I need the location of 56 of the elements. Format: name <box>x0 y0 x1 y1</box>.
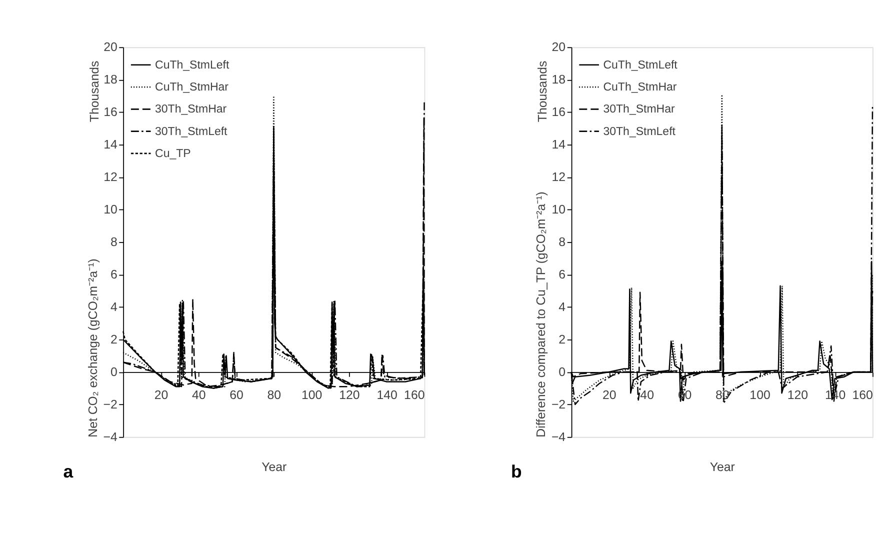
y-tick-label: 2 <box>558 332 566 346</box>
y-tick-label: 12 <box>552 170 566 184</box>
x-tick-label: 40 <box>640 388 654 402</box>
x-tick-label: 20 <box>602 388 616 402</box>
legend-label: Cu_TP <box>155 148 192 160</box>
legend-label: 30Th_StmLeft <box>155 126 228 138</box>
y-tick-label: 4 <box>110 300 118 314</box>
y-tick-label: 14 <box>552 138 566 152</box>
y-tick-label: −4 <box>551 430 566 444</box>
y-axis-title: Difference compared to Cu_TP (gCO₂m⁻²a⁻¹) <box>534 192 548 438</box>
text: Thousands <box>536 60 550 122</box>
x-tick-label: 40 <box>192 388 206 402</box>
x-tick-label: 120 <box>787 388 808 402</box>
y-tick-label: 16 <box>552 105 566 120</box>
x-tick-label: 100 <box>301 388 322 402</box>
y-tick-label: 20 <box>104 40 118 54</box>
legend-label: 30Th_StmLeft <box>603 126 676 138</box>
y-tick-label: 6 <box>558 268 566 282</box>
y-tick-label: 8 <box>558 235 566 250</box>
y-tick-label: 2 <box>110 332 118 346</box>
x-tick-label: 20 <box>154 388 168 402</box>
x-tick-label: 140 <box>376 388 398 402</box>
x-tick-label: 80 <box>267 388 282 402</box>
y-tick-label: 4 <box>558 300 566 314</box>
y-tick-label: 10 <box>552 202 566 217</box>
y-tick-label: 8 <box>110 235 118 250</box>
text: b <box>511 462 522 482</box>
y-tick-label: 18 <box>104 72 118 87</box>
legend-label: CuTh_StmLeft <box>603 59 678 72</box>
x-tick-label: 160 <box>404 388 425 402</box>
y-tick-label: 6 <box>110 268 118 282</box>
x-axis-title: Year <box>710 460 735 474</box>
x-tick-label: 60 <box>230 388 244 402</box>
legend-label: CuTh_StmHar <box>155 82 229 94</box>
x-tick-label: 160 <box>852 388 874 402</box>
y-tick-label: 16 <box>104 105 118 120</box>
legend-label: 30Th_StmHar <box>155 104 227 116</box>
legend-label: CuTh_StmLeft <box>155 59 230 72</box>
legend-label: 30Th_StmHar <box>603 104 675 116</box>
y-tick-label: −2 <box>551 397 566 412</box>
y-tick-label: 0 <box>558 364 566 379</box>
y-tick-label: 14 <box>104 138 118 152</box>
y-tick-label: −4 <box>103 430 118 444</box>
y-tick-label: 0 <box>110 364 118 379</box>
x-tick-label: 120 <box>339 388 360 402</box>
y-axis-title: Net CO₂ exchange (gCO₂m⁻²a⁻¹) <box>86 258 100 438</box>
text: a <box>63 462 74 482</box>
y-tick-label: 12 <box>104 170 118 184</box>
x-tick-label: 100 <box>750 388 770 402</box>
y-tick-label: 20 <box>552 40 566 54</box>
legend-label: CuTh_StmHar <box>603 82 677 94</box>
text: Thousands <box>87 60 102 122</box>
y-tick-label: 18 <box>552 72 566 87</box>
x-axis-title: Year <box>262 460 287 474</box>
y-tick-label: −2 <box>103 397 118 412</box>
y-tick-label: 10 <box>104 202 118 217</box>
